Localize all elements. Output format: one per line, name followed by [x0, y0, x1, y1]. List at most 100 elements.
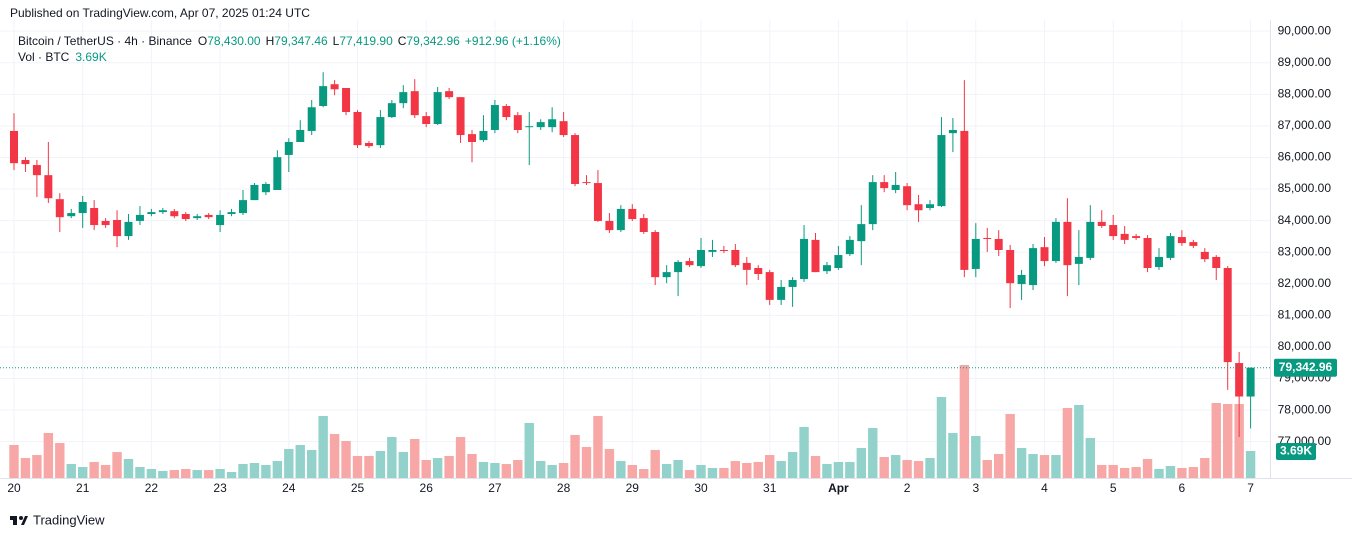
candle-body: [719, 250, 728, 251]
candle-body: [204, 214, 213, 218]
volume-bar: [215, 468, 225, 478]
volume-bar: [467, 453, 477, 478]
volume-bar: [661, 464, 672, 478]
candle-body: [284, 142, 293, 155]
ohlc-value: 77,419.90: [339, 34, 393, 48]
volume-bar: [455, 437, 466, 478]
volume-bar: [158, 470, 168, 478]
volume-bar: [673, 459, 683, 478]
candle-body: [960, 130, 969, 270]
volume-bar: [272, 461, 283, 478]
x-tick-label: Apr: [828, 481, 849, 495]
x-tick-label: 29: [626, 481, 640, 495]
candle-body: [513, 115, 522, 130]
volume-bar: [1177, 467, 1187, 478]
volume-bar: [547, 464, 557, 478]
candle-body: [674, 262, 683, 273]
x-tick-label: 26: [420, 481, 434, 495]
volume-bar: [123, 458, 134, 478]
candle-body: [651, 232, 660, 278]
x-tick-label: 31: [763, 481, 777, 495]
volume-bar: [948, 432, 958, 478]
y-tick-label: 81,000.00: [1278, 308, 1332, 322]
candle-body: [147, 212, 156, 214]
volume-tag: [1276, 442, 1316, 460]
volume-bar: [1005, 413, 1015, 478]
volume-bar: [375, 450, 386, 478]
volume-bar: [329, 434, 340, 478]
volume-bar: [32, 455, 42, 478]
candle-body: [273, 157, 282, 190]
volume-bar: [536, 461, 546, 478]
candle-body: [261, 184, 270, 193]
grid: [0, 20, 1270, 478]
y-tick-label: 84,000.00: [1278, 213, 1332, 227]
candle-body: [135, 214, 144, 221]
volume-bar: [9, 444, 19, 478]
volume-bar: [203, 470, 214, 478]
volume-bar: [192, 470, 202, 478]
volume-bar: [1039, 455, 1050, 478]
volume-bar: [478, 461, 489, 478]
candle-body: [101, 220, 110, 226]
volume-bar: [387, 437, 397, 478]
volume-value: 3.69K: [75, 50, 106, 64]
volume-bar: [868, 428, 878, 478]
x-tick-label: 21: [76, 481, 90, 495]
volume-bar: [1165, 465, 1176, 478]
candle-body: [628, 208, 637, 220]
x-tick-label: 6: [1179, 481, 1186, 495]
candle-body: [800, 238, 809, 280]
candle-body: [181, 214, 190, 220]
candle-body: [616, 208, 625, 231]
volume-bar: [318, 416, 328, 478]
candle-body: [1223, 268, 1232, 363]
candle-body: [468, 134, 476, 142]
candle-body: [307, 107, 316, 131]
candle-body: [548, 119, 557, 128]
candle-body: [788, 280, 797, 287]
volume-bar: [1154, 468, 1164, 478]
footer-brand: TradingView: [33, 512, 105, 527]
y-tick-label: 90,000.00: [1278, 23, 1332, 37]
candle-body: [124, 221, 133, 237]
x-tick-label: 3: [972, 481, 979, 495]
x-tick-label: 23: [213, 481, 227, 495]
volume-bar: [249, 462, 260, 478]
candle-body: [1246, 367, 1255, 397]
candle-body: [1040, 247, 1049, 262]
volume-bar: [112, 452, 122, 478]
volume-bar: [295, 444, 305, 478]
volume-bar: [753, 461, 763, 478]
candle-body: [10, 130, 18, 164]
volume-bar: [925, 458, 935, 478]
candle-body: [319, 86, 328, 106]
ohlc-value: 78,430.00: [207, 34, 261, 48]
candle-body: [1132, 236, 1141, 238]
candle-body: [937, 135, 946, 207]
candle-body: [582, 182, 591, 184]
candle-body: [364, 142, 373, 147]
candle-body: [433, 92, 442, 124]
last-price-tag: [1274, 358, 1337, 377]
ohlc-key: C: [398, 34, 407, 48]
candle-body: [250, 184, 259, 201]
volume-bar: [1016, 447, 1027, 478]
volume-bar: [994, 453, 1004, 478]
candle-body: [1212, 256, 1221, 268]
volume-bar: [341, 440, 351, 478]
candle-body: [239, 200, 247, 214]
candle-body: [697, 250, 705, 267]
volume-bar: [444, 455, 454, 478]
candle-body: [67, 213, 76, 217]
candle-body: [1086, 221, 1095, 258]
candle-body: [1155, 256, 1163, 268]
volume-bar: [1200, 458, 1210, 478]
candle-body: [21, 160, 30, 165]
volume-bar: [558, 462, 569, 478]
y-tick-label: 88,000.00: [1278, 86, 1332, 100]
volume-bar: [89, 461, 99, 478]
volume-bar: [55, 443, 65, 478]
candle-body: [193, 216, 202, 219]
volume-bar: [959, 365, 970, 478]
